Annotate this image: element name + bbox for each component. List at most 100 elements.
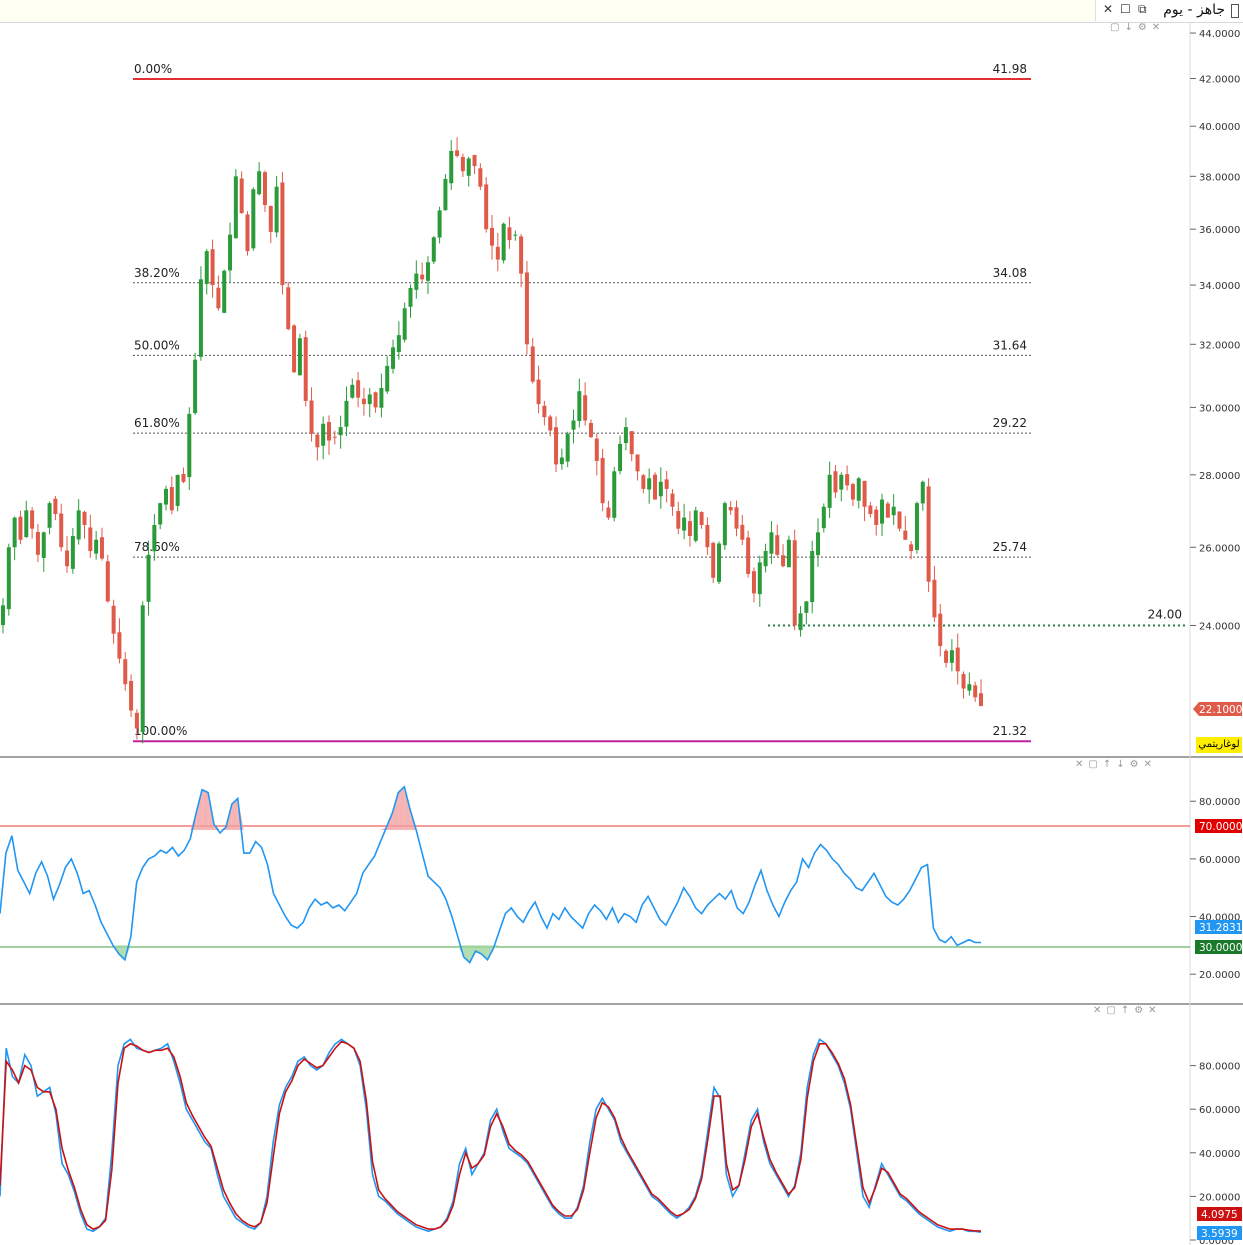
candle-body xyxy=(292,325,297,373)
candle-body xyxy=(321,423,326,446)
candle-body xyxy=(152,524,157,552)
candle-body xyxy=(530,346,535,382)
candle-body xyxy=(490,227,494,246)
candle-body xyxy=(944,650,949,663)
candle-body xyxy=(897,511,902,529)
candle-body xyxy=(466,158,471,176)
maximize-icon[interactable]: ☐ xyxy=(1120,2,1131,16)
candle-body xyxy=(228,234,233,271)
candle-body xyxy=(979,693,983,707)
candle-body xyxy=(973,685,978,698)
price-panel: 0.00% 41.98 38.20% 34.08 50.00% 31.64 61.80% 29… xyxy=(1,29,1242,744)
candle-body xyxy=(874,509,879,525)
stoch-d-text: 4.0975 xyxy=(1201,1209,1238,1221)
candle-body xyxy=(961,673,966,689)
rsi-upper-badge: 70.0000 xyxy=(1195,819,1242,833)
candle-body xyxy=(158,503,163,525)
price-panel-controls-icon[interactable]: ▢↓⚙✕ xyxy=(1110,22,1166,33)
candle-body xyxy=(187,413,192,478)
candle-body xyxy=(12,517,17,548)
candle-body xyxy=(262,172,267,206)
candle-body xyxy=(76,510,81,540)
candle-body xyxy=(391,347,396,369)
rsi-oversold-fill xyxy=(457,945,464,957)
stoch-k-line xyxy=(0,1038,982,1233)
candle-body xyxy=(373,392,378,408)
candle-body xyxy=(18,516,23,540)
candle-body xyxy=(524,272,529,345)
candle-body xyxy=(396,335,401,353)
rsi-tick-label: 60.0000 xyxy=(1199,855,1240,866)
log-scale-toggle[interactable]: لوغاريتمي xyxy=(1196,737,1242,753)
candle-body xyxy=(59,513,64,548)
candle-body xyxy=(268,205,273,232)
fib-value-label: 25.74 xyxy=(993,540,1027,554)
stoch-axis: 80.0000 60.0000 40.0000 20.0000 0.0000 xyxy=(1190,1062,1240,1245)
candle-body xyxy=(356,380,361,398)
price-tick-label: 30.0000 xyxy=(1199,403,1240,414)
candle-body xyxy=(24,510,29,538)
candle-body xyxy=(880,499,885,524)
rsi-lower-badge-bg xyxy=(1195,940,1242,954)
candle-body xyxy=(623,427,628,444)
candle-body xyxy=(484,184,489,230)
candle-body xyxy=(251,189,256,249)
candle-body xyxy=(181,473,186,482)
candle-body xyxy=(658,481,663,497)
rsi-panel: 80.0000 60.0000 40.0000 20.0000 70.0000 31.… xyxy=(0,785,1242,981)
rsi-fill xyxy=(112,786,500,963)
candle-body xyxy=(338,427,343,436)
candle-body xyxy=(559,457,564,465)
candle-body xyxy=(280,182,285,286)
rsi-current-badge: 31.2831 xyxy=(1195,920,1242,934)
candle-body xyxy=(379,388,384,408)
candle-body xyxy=(885,503,890,518)
fib-value-label: 21.32 xyxy=(993,724,1027,738)
candle-body xyxy=(839,474,844,490)
candle-body xyxy=(495,246,500,260)
last-price-text: 22.1000 xyxy=(1199,704,1242,716)
fib-retracement[interactable]: 0.00% 41.98 38.20% 34.08 50.00% 31.64 61.80% 29… xyxy=(133,62,1031,743)
stoch-panel: 80.0000 60.0000 40.0000 20.0000 0.0000 4.097… xyxy=(0,1038,1242,1245)
candle-body xyxy=(408,287,413,307)
stoch-k-badge-bg xyxy=(1197,1226,1242,1240)
candle-body xyxy=(105,561,110,602)
candle-body xyxy=(449,150,454,184)
candle-body xyxy=(245,214,250,252)
price-tick-label: 36.0000 xyxy=(1199,225,1240,236)
rsi-oversold-fill xyxy=(118,945,125,960)
candle-body xyxy=(926,486,931,582)
candle-body xyxy=(827,474,832,508)
close-icon[interactable]: ✕ xyxy=(1103,2,1114,16)
candle-body xyxy=(94,539,99,554)
price-tick-label: 32.0000 xyxy=(1199,340,1240,351)
candle-body xyxy=(862,480,867,507)
price-tick-label: 38.0000 xyxy=(1199,172,1240,183)
candle-body xyxy=(751,571,756,594)
support-value-label: 24.00 xyxy=(1148,607,1182,621)
candle-body xyxy=(845,474,850,486)
fib-percent-label: 78.60% xyxy=(134,540,180,554)
candle-body xyxy=(210,249,215,286)
fib-percent-label: 0.00% xyxy=(134,62,172,76)
restore-icon[interactable]: ⧉ xyxy=(1138,2,1147,16)
rsi-panel-controls-icon[interactable]: ✕▢↑↓⚙✕ xyxy=(1075,759,1157,770)
candle-body xyxy=(676,511,681,529)
horizontal-level[interactable]: 24.00 xyxy=(768,607,1186,627)
price-tick-label: 28.0000 xyxy=(1199,471,1240,482)
stoch-tick-label: 20.0000 xyxy=(1199,1192,1240,1203)
rsi-tick-label: 20.0000 xyxy=(1199,970,1240,981)
candle-body xyxy=(222,270,227,313)
candle-body xyxy=(816,532,820,556)
rsi-overbought-fill xyxy=(214,824,220,831)
candle-body xyxy=(88,527,93,552)
candle-body xyxy=(763,551,768,567)
candle-body xyxy=(548,416,553,431)
candle-body xyxy=(30,510,35,529)
candle-body xyxy=(850,484,855,500)
candle-body xyxy=(664,479,669,489)
stoch-panel-controls-icon[interactable]: ✕▢↑⚙✕ xyxy=(1093,1005,1162,1016)
rsi-overbought-fill xyxy=(398,786,405,831)
fib-value-label: 34.08 xyxy=(993,266,1027,280)
